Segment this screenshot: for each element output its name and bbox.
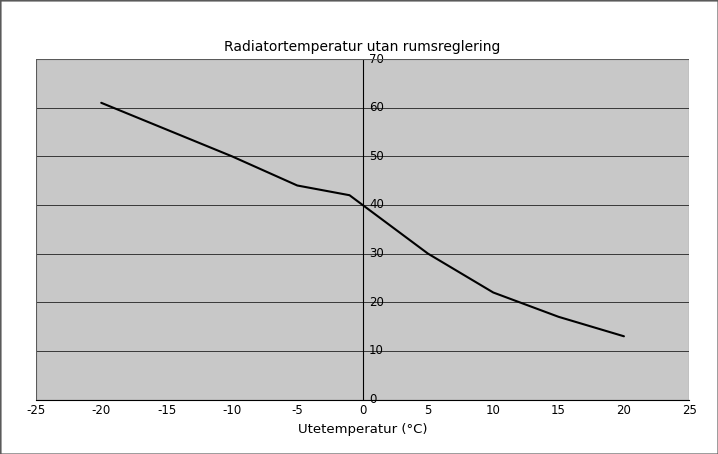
- Text: 20: 20: [369, 296, 384, 309]
- Text: 10: 10: [369, 345, 384, 357]
- X-axis label: Utetemperatur (°C): Utetemperatur (°C): [298, 423, 427, 436]
- Text: 50: 50: [369, 150, 384, 163]
- Text: 0: 0: [369, 393, 376, 406]
- Text: 60: 60: [369, 101, 384, 114]
- Title: Radiatortemperatur utan rumsreglering: Radiatortemperatur utan rumsreglering: [225, 39, 500, 54]
- Text: 40: 40: [369, 198, 384, 212]
- Text: 30: 30: [369, 247, 384, 260]
- Text: 70: 70: [369, 53, 384, 65]
